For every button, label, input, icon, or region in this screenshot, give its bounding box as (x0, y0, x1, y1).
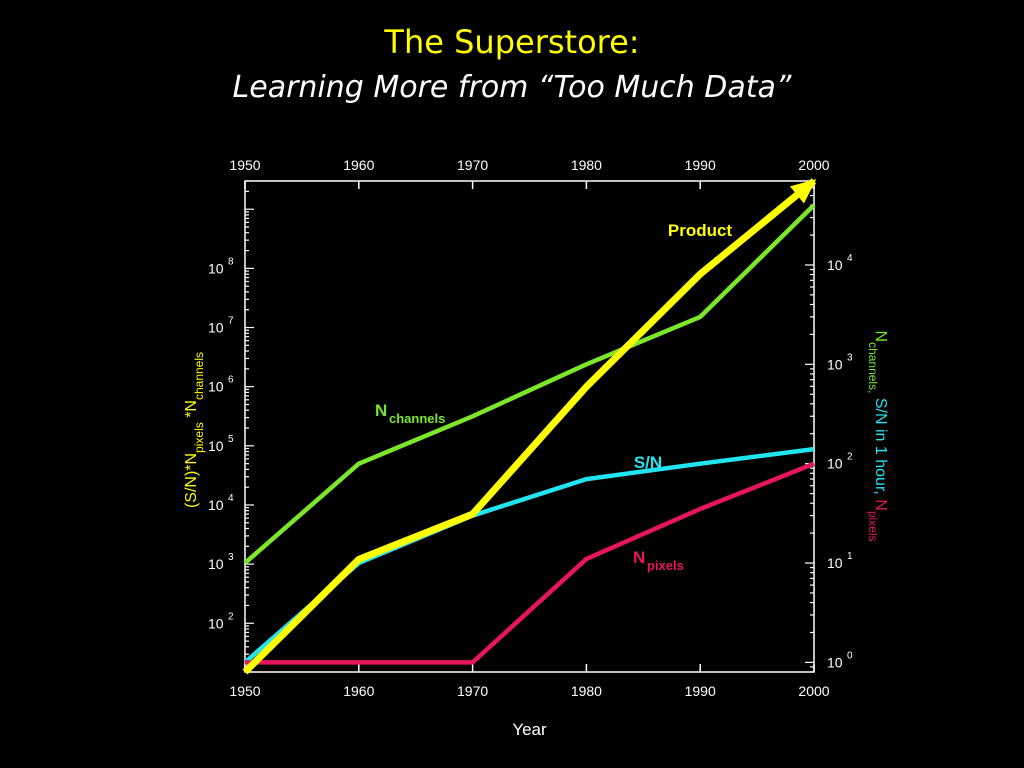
right-tick-base: 10 (827, 456, 843, 472)
left-tick-base: 10 (208, 438, 224, 454)
product-arrowhead (790, 179, 817, 204)
right-tick-base: 10 (827, 654, 843, 670)
right-axis-label: Nchannels, S/N in 1 hour, Npixels (866, 330, 889, 541)
right-axis-label-part: S/N in 1 hour, (872, 393, 889, 494)
x-tick-label-bottom: 1960 (343, 683, 374, 699)
series-label-nchannels-sub: channels (389, 411, 445, 426)
left-tick-exponent: 7 (228, 316, 234, 327)
x-tick-label-bottom: 1990 (685, 683, 716, 699)
left-tick-exponent: 5 (228, 434, 234, 445)
x-tick-label-bottom: 1970 (457, 683, 488, 699)
series-label-nchannels-main: N (375, 401, 387, 420)
left-axis-label: (S/N)*Npixels *Nchannels (183, 352, 206, 508)
left-tick-exponent: 6 (228, 375, 234, 386)
x-axis-label: Year (512, 720, 547, 739)
left-tick-base: 10 (208, 320, 224, 336)
left-axis-label-part: *N (183, 400, 200, 422)
series-label-npixels-main: N (633, 548, 645, 567)
right-axis-label-part: channels, (866, 342, 880, 393)
right-tick-exponent: 2 (847, 452, 853, 463)
left-axis-label-part: (S/N)*N (183, 453, 200, 508)
right-tick-exponent: 4 (847, 253, 853, 264)
series-line-1 (243, 203, 816, 565)
right-tick-exponent: 1 (847, 551, 853, 562)
right-tick-base: 10 (827, 356, 843, 372)
x-tick-label-bottom: 1980 (571, 683, 602, 699)
slide-subtitle: Learning More from “Too Much Data” (232, 70, 792, 105)
series-label-product: Product (668, 221, 733, 240)
left-tick-base: 10 (208, 260, 224, 276)
series-line-3 (245, 461, 815, 665)
right-tick-base: 10 (827, 257, 843, 273)
left-tick-base: 10 (208, 556, 224, 572)
x-tick-label-top: 1970 (457, 157, 488, 173)
left-tick-base: 10 (208, 497, 224, 513)
series-line-2 (243, 446, 815, 665)
x-tick-label-top: 1990 (685, 157, 716, 173)
plot-frame (244, 180, 815, 673)
right-tick-base: 10 (827, 555, 843, 571)
right-axis-label-part: N (872, 495, 889, 511)
right-axis-label-part: pixels (866, 511, 880, 542)
x-tick-label-top: 1980 (571, 157, 602, 173)
x-tick-label-top: 2000 (798, 157, 829, 173)
x-tick-label-bottom: 2000 (798, 683, 829, 699)
series-label-sn: S/N (634, 453, 662, 472)
right-axis-label-part: N (872, 330, 889, 342)
left-tick-base: 10 (208, 379, 224, 395)
slide-title: The Superstore: (384, 23, 640, 61)
series-line-0 (242, 178, 817, 675)
left-axis-label-part: pixels (192, 422, 206, 453)
left-tick-base: 10 (208, 615, 224, 631)
left-axis-label-part: channels (192, 352, 206, 400)
x-tick-label-top: 1960 (343, 157, 374, 173)
left-tick-exponent: 8 (228, 256, 234, 267)
left-tick-exponent: 4 (228, 493, 234, 504)
series-label-npixels-sub: pixels (647, 558, 684, 573)
left-tick-exponent: 3 (228, 552, 234, 563)
x-tick-label-bottom: 1950 (229, 683, 260, 699)
right-tick-exponent: 3 (847, 352, 853, 363)
right-tick-exponent: 0 (847, 650, 853, 661)
left-tick-exponent: 2 (228, 611, 234, 622)
x-tick-label-top: 1950 (229, 157, 260, 173)
